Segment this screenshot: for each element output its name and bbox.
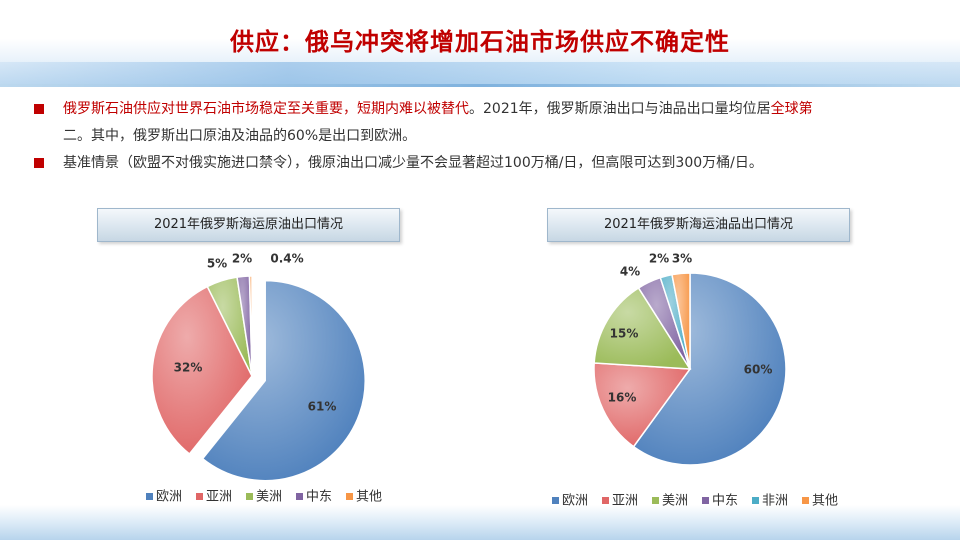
- pie-slice-美洲: [593, 286, 692, 370]
- bullet-2-text: 基准情景（欧盟不对俄实施进口禁令），俄原油出口减少量不会显著超过100万桶/日，…: [63, 155, 763, 171]
- legend-swatch-美洲: [246, 493, 253, 500]
- legend-label-其他: 其他: [812, 494, 838, 509]
- data-label-欧洲: 61%: [308, 400, 337, 414]
- pie-slice-其他: [671, 272, 691, 370]
- bullet-square-icon: [34, 158, 44, 168]
- legend-swatch-中东: [296, 493, 303, 500]
- data-label-其他: 0.4%: [270, 252, 303, 266]
- legend-label-欧洲: 欧洲: [156, 490, 182, 505]
- footer-band: [0, 505, 960, 540]
- data-label-亚洲: 16%: [608, 391, 637, 405]
- chart-2-title: 2021年俄罗斯海运油品出口情况: [547, 208, 850, 242]
- bullet-item-2: 基准情景（欧盟不对俄实施进口禁令），俄原油出口减少量不会显著超过100万桶/日，…: [34, 150, 934, 177]
- pie-slice-欧洲: [632, 272, 787, 466]
- legend-swatch-欧洲: [552, 497, 559, 504]
- bullet-1-highlight-2: 全球第: [770, 101, 813, 117]
- header-stripe: [0, 62, 960, 84]
- bullet-1-text-2: 二。其中，俄罗斯出口原油及油品的60%是出口到欧洲。: [63, 128, 417, 144]
- legend-swatch-欧洲: [146, 493, 153, 500]
- data-label-中东: 4%: [620, 265, 640, 279]
- bullet-1-highlight: 俄罗斯石油供应对世界石油市场稳定至关重要，短期内难以被替代: [63, 101, 469, 117]
- pie-slice-亚洲: [593, 362, 692, 448]
- slide-title: 供应：俄乌冲突将增加石油市场供应不确定性: [230, 28, 730, 56]
- legend-swatch-亚洲: [602, 497, 609, 504]
- data-label-美洲: 5%: [207, 257, 227, 271]
- data-label-其他: 3%: [672, 252, 692, 266]
- legend-label-美洲: 美洲: [256, 490, 282, 505]
- data-label-非洲: 2%: [649, 252, 669, 266]
- legend-label-亚洲: 亚洲: [612, 494, 638, 509]
- legend-label-中东: 中东: [306, 490, 332, 505]
- chart-1-title: 2021年俄罗斯海运原油出口情况: [97, 208, 400, 242]
- legend-label-美洲: 美洲: [662, 494, 688, 509]
- legend-swatch-其他: [346, 493, 353, 500]
- legend-label-中东: 中东: [712, 494, 738, 509]
- bullet-1-text: 。2021年，俄罗斯原油出口与油品出口量均位居: [469, 101, 771, 117]
- bullet-list: 俄罗斯石油供应对世界石油市场稳定至关重要，短期内难以被替代。2021年，俄罗斯原…: [34, 96, 934, 177]
- data-label-美洲: 15%: [610, 327, 639, 341]
- data-label-亚洲: 32%: [174, 361, 203, 375]
- legend-label-亚洲: 亚洲: [206, 490, 232, 505]
- pie-slice-其他: [248, 275, 253, 377]
- header-divider: [0, 84, 960, 87]
- legend-swatch-亚洲: [196, 493, 203, 500]
- bullet-item-1: 俄罗斯石油供应对世界石油市场稳定至关重要，短期内难以被替代。2021年，俄罗斯原…: [34, 96, 934, 150]
- chart-2-oil-products-pie: 60% 16% 15% 4% 2% 3% 欧洲 亚洲 美洲 中东 非洲 其他: [552, 252, 838, 509]
- data-label-中东: 2%: [232, 252, 252, 266]
- legend-label-其他: 其他: [356, 490, 382, 505]
- legend-label-非洲: 非洲: [762, 494, 788, 509]
- chart-1-crude-oil-pie: 61% 32% 5% 2% 0.4% 欧洲 亚洲 美洲 中东 其他: [146, 252, 382, 505]
- bullet-square-icon: [34, 104, 44, 114]
- pie-slice-欧洲: [201, 279, 366, 482]
- legend-swatch-其他: [802, 497, 809, 504]
- pie-slice-亚洲: [151, 285, 253, 456]
- legend-swatch-中东: [702, 497, 709, 504]
- legend-swatch-非洲: [752, 497, 759, 504]
- data-label-欧洲: 60%: [744, 363, 773, 377]
- legend-swatch-美洲: [652, 497, 659, 504]
- legend-label-欧洲: 欧洲: [562, 494, 588, 509]
